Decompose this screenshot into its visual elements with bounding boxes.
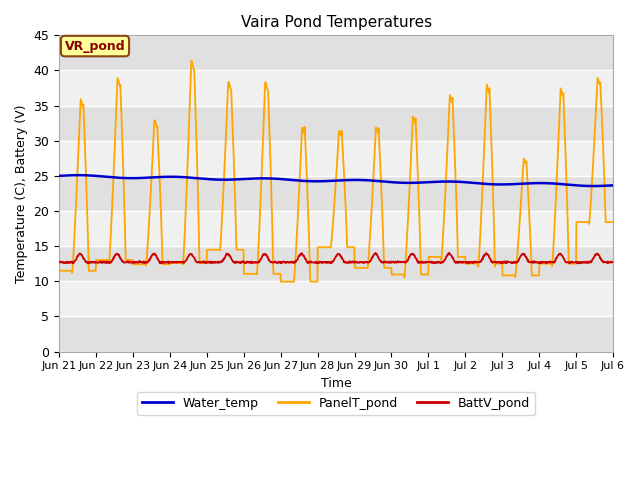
Water_temp [241,176,248,182]
Title: Vaira Pond Temperatures: Vaira Pond Temperatures [241,15,431,30]
BattV_pond [609,259,617,265]
Text: VR_pond: VR_pond [65,39,125,53]
Water_temp [165,174,173,180]
BattV_pond [463,261,471,266]
Bar [59,141,613,176]
PanelT_pond [495,261,503,266]
BattV_pond [422,260,430,265]
Line: Water_temp: Water_temp [59,175,613,186]
PanelT_pond [423,272,431,277]
Bar [59,246,613,281]
BattV_pond [544,259,552,264]
Water_temp [544,180,552,186]
PanelT_pond [609,219,617,225]
Bar [59,316,613,351]
PanelT_pond [290,279,298,285]
PanelT_pond [241,271,248,276]
BattV_pond [179,259,186,265]
PanelT_pond [165,262,173,267]
Water_temp [75,172,83,178]
Water_temp [179,174,186,180]
Bar [59,106,613,141]
Water_temp [55,173,63,179]
Water_temp [589,183,597,189]
Bar [59,176,613,211]
Line: BattV_pond: BattV_pond [59,253,613,264]
Water_temp [609,182,617,188]
Water_temp [495,181,502,187]
PanelT_pond [188,58,195,64]
PanelT_pond [544,261,552,266]
Bar [59,36,613,71]
BattV_pond [55,259,63,265]
Line: PanelT_pond: PanelT_pond [59,61,613,282]
PanelT_pond [179,260,186,266]
PanelT_pond [55,268,63,274]
Bar [59,281,613,316]
Legend: Water_temp, PanelT_pond, BattV_pond: Water_temp, PanelT_pond, BattV_pond [137,392,536,415]
Bar [59,211,613,246]
Bar [59,71,613,106]
Water_temp [422,180,430,185]
BattV_pond [165,260,173,266]
BattV_pond [495,259,503,265]
X-axis label: Time: Time [321,377,351,390]
Y-axis label: Temperature (C), Battery (V): Temperature (C), Battery (V) [15,104,28,283]
BattV_pond [372,250,380,256]
BattV_pond [241,260,248,265]
